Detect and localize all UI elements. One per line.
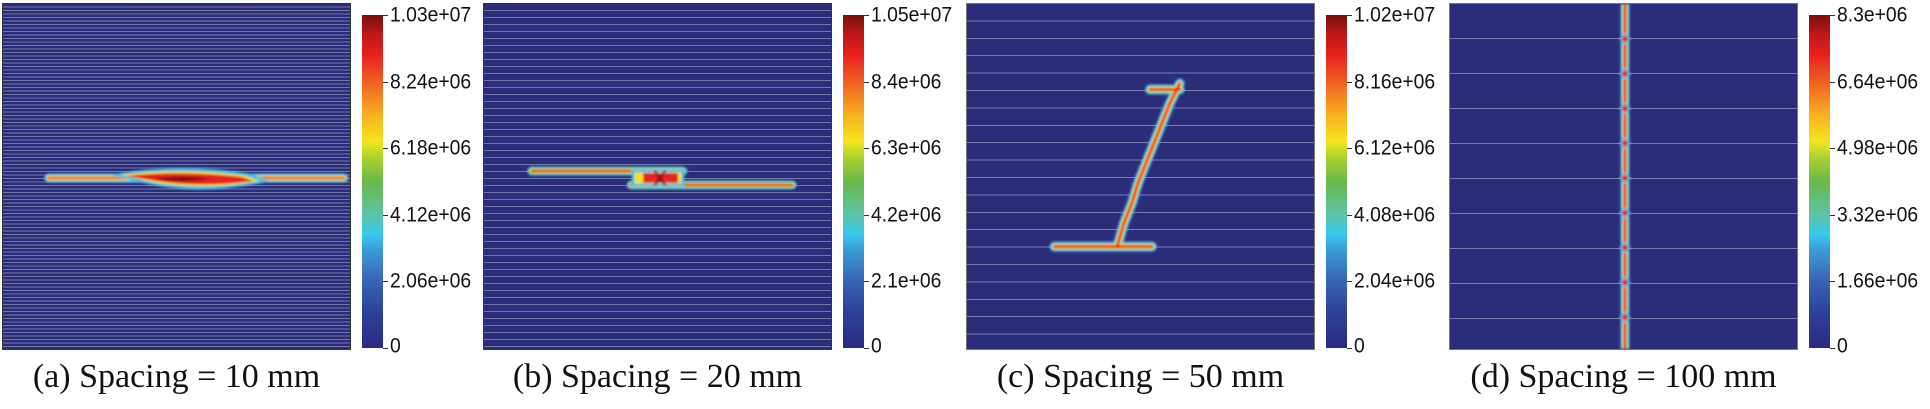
- panel-b: 0 2.1e+06 4.2e+06 6.3e+06 8.4e+06 1.05e+07 (b…: [483, 0, 964, 409]
- colorbar-tick-mark: [383, 281, 388, 283]
- colorbar-a: [362, 15, 383, 348]
- colorbar-tick-label: 0: [1354, 334, 1365, 358]
- panel-d: 0 1.66e+06 3.32e+06 4.98e+06 6.64e+06 8.3e+06…: [1449, 0, 1930, 409]
- colorbar-tick-label: 6.64e+06: [1837, 70, 1919, 94]
- panel-a: 0 2.06e+06 4.12e+06 6.18e+06 8.24e+06 1.03e+0…: [2, 0, 483, 409]
- colorbar-tick-label: 1.66e+06: [1837, 269, 1919, 293]
- colorbar-tick-label: 6.12e+06: [1354, 136, 1436, 160]
- colorbar-tick-label: 2.06e+06: [390, 269, 472, 293]
- heatmap-plot-a: [2, 3, 351, 350]
- colorbar-tick-label: 4.08e+06: [1354, 203, 1436, 227]
- colorbar-tick-mark: [1347, 148, 1352, 150]
- panel-c: 0 2.04e+06 4.08e+06 6.12e+06 8.16e+06 1.02e+0…: [966, 0, 1447, 409]
- caption-a: (a) Spacing = 10 mm: [32, 358, 321, 395]
- colorbar-tick-mark: [383, 148, 388, 150]
- colorbar-tick-label: 8.16e+06: [1354, 70, 1436, 94]
- colorbar-tick-label: 4.12e+06: [390, 203, 472, 227]
- colorbar-tick-mark: [1830, 81, 1835, 83]
- colorbar-tick-label: 0: [390, 334, 401, 358]
- colorbar-tick-label: 0: [1837, 334, 1848, 358]
- colorbar-tick-mark: [383, 15, 388, 16]
- colorbar-tick-mark: [1347, 81, 1352, 83]
- crack-field-d: [1618, 4, 1632, 349]
- colorbar-tick-mark: [864, 15, 869, 16]
- crack-field-a: [44, 168, 349, 190]
- colorbar-d: [1809, 15, 1830, 348]
- caption-d: (d) Spacing = 100 mm: [1470, 358, 1777, 395]
- colorbar-tick-mark: [383, 214, 388, 216]
- colorbar-b: [843, 15, 864, 348]
- colorbar-tick-label: 4.2e+06: [871, 203, 942, 227]
- colorbar-tick-mark: [864, 214, 869, 216]
- colorbar-tick-label: 2.04e+06: [1354, 269, 1436, 293]
- colorbar-tick-mark: [864, 281, 869, 283]
- colorbar-tick-label: 8.3e+06: [1837, 3, 1908, 27]
- colorbar-tick-label: 1.02e+07: [1354, 3, 1436, 27]
- colorbar-tick-mark: [1830, 281, 1835, 283]
- colorbar-tick-label: 3.32e+06: [1837, 203, 1919, 227]
- colorbar-tick-mark: [1347, 214, 1352, 216]
- colorbar-tick-mark: [1830, 214, 1835, 216]
- caption-b: (b) Spacing = 20 mm: [512, 358, 803, 395]
- colorbar-tick-mark: [1347, 281, 1352, 283]
- colorbar-tick-label: 8.4e+06: [871, 70, 942, 94]
- heatmap-plot-b: [483, 3, 832, 350]
- colorbar-tick-label: 1.03e+07: [390, 3, 472, 27]
- heatmap-plot-c: [966, 3, 1315, 350]
- colorbar-tick-mark: [864, 81, 869, 83]
- crack-field-b: [527, 166, 797, 190]
- colorbar-tick-label: 8.24e+06: [390, 70, 472, 94]
- heatmap-plot-d: [1449, 3, 1798, 350]
- colorbar-tick-label: 2.1e+06: [871, 269, 942, 293]
- caption-c: (c) Spacing = 50 mm: [996, 358, 1285, 395]
- colorbar-c: [1326, 15, 1347, 348]
- colorbar-tick-mark: [383, 81, 388, 83]
- colorbar-tick-mark: [1830, 15, 1835, 16]
- colorbar-tick-label: 6.18e+06: [390, 136, 472, 160]
- colorbar-tick-mark: [383, 348, 388, 349]
- colorbar-tick-label: 0: [871, 334, 882, 358]
- colorbar-tick-mark: [1830, 348, 1835, 349]
- colorbar-tick-mark: [864, 148, 869, 150]
- colorbar-tick-mark: [1347, 15, 1352, 16]
- colorbar-tick-mark: [1347, 348, 1352, 349]
- crack-field-c: [1049, 78, 1185, 252]
- colorbar-tick-label: 6.3e+06: [871, 136, 942, 160]
- colorbar-tick-mark: [1830, 148, 1835, 150]
- colorbar-tick-mark: [864, 348, 869, 349]
- colorbar-tick-label: 1.05e+07: [871, 3, 953, 27]
- colorbar-tick-label: 4.98e+06: [1837, 136, 1919, 160]
